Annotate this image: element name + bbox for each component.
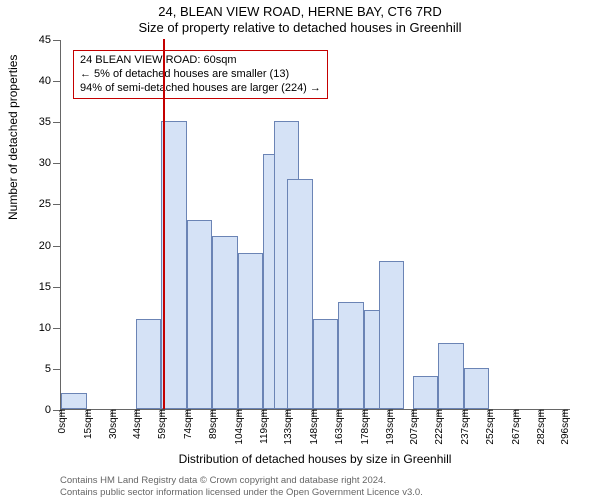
histogram-bar	[438, 343, 464, 409]
x-tick-label: 44sqm	[132, 409, 143, 439]
histogram-bar	[287, 179, 313, 409]
histogram-bar	[313, 319, 339, 409]
y-tick-label: 15	[39, 281, 51, 293]
histogram-bar	[61, 393, 87, 409]
y-tick	[53, 328, 61, 329]
x-tick-label: 30sqm	[108, 409, 119, 439]
x-axis-label: Distribution of detached houses by size …	[60, 452, 570, 466]
x-tick-label: 89sqm	[208, 409, 219, 439]
histogram-bar	[238, 253, 264, 409]
x-tick-label: 296sqm	[560, 409, 571, 445]
y-tick	[53, 369, 61, 370]
histogram-bar	[413, 376, 439, 409]
y-tick-label: 30	[39, 157, 51, 169]
histogram-bar	[187, 220, 213, 409]
y-tick	[53, 81, 61, 82]
x-tick-label: 74sqm	[183, 409, 194, 439]
y-tick-label: 10	[39, 322, 51, 334]
x-tick-label: 148sqm	[309, 409, 320, 445]
x-tick-label: 207sqm	[409, 409, 420, 445]
attribution-line-1: Contains HM Land Registry data © Crown c…	[60, 475, 590, 486]
y-tick-label: 45	[39, 34, 51, 46]
y-tick	[53, 122, 61, 123]
y-tick-label: 5	[45, 363, 51, 375]
reference-line	[163, 39, 165, 409]
y-tick	[53, 163, 61, 164]
y-tick-label: 25	[39, 198, 51, 210]
y-tick	[53, 246, 61, 247]
attribution-line-2: Contains public sector information licen…	[60, 487, 590, 498]
y-tick-label: 40	[39, 75, 51, 87]
info-line-1: 24 BLEAN VIEW ROAD: 60sqm	[80, 54, 321, 68]
histogram-bar	[161, 121, 187, 409]
chart-title-sub: Size of property relative to detached ho…	[0, 20, 600, 35]
y-axis-label: Number of detached properties	[6, 55, 20, 220]
x-tick-label: 119sqm	[259, 409, 270, 444]
x-tick-label: 163sqm	[334, 409, 345, 445]
x-tick-label: 252sqm	[485, 409, 496, 445]
histogram-bar	[464, 368, 490, 409]
x-tick-label: 0sqm	[57, 409, 68, 433]
x-tick-label: 193sqm	[385, 409, 396, 445]
info-line-2: ← 5% of detached houses are smaller (13)	[80, 68, 321, 82]
y-tick-label: 35	[39, 116, 51, 128]
info-annotation-box: 24 BLEAN VIEW ROAD: 60sqm ← 5% of detach…	[73, 50, 328, 99]
y-tick	[53, 40, 61, 41]
chart-container: 24, BLEAN VIEW ROAD, HERNE BAY, CT6 7RD …	[0, 0, 600, 500]
x-tick-label: 59sqm	[157, 409, 168, 439]
histogram-bar	[338, 302, 364, 409]
histogram-bar	[212, 236, 238, 409]
x-tick-label: 104sqm	[234, 409, 245, 445]
histogram-bar	[379, 261, 405, 409]
x-tick-label: 237sqm	[460, 409, 471, 445]
y-tick-label: 0	[45, 404, 51, 416]
x-tick-label: 282sqm	[536, 409, 547, 445]
x-tick-label: 178sqm	[360, 409, 371, 445]
histogram-bar	[136, 319, 162, 409]
attribution-text: Contains HM Land Registry data © Crown c…	[60, 475, 590, 498]
chart-title-main: 24, BLEAN VIEW ROAD, HERNE BAY, CT6 7RD	[0, 4, 600, 19]
plot-area: 24 BLEAN VIEW ROAD: 60sqm ← 5% of detach…	[60, 40, 570, 410]
y-tick-label: 20	[39, 240, 51, 252]
y-tick	[53, 204, 61, 205]
x-tick-label: 133sqm	[283, 409, 294, 445]
x-tick-label: 267sqm	[511, 409, 522, 445]
y-tick	[53, 287, 61, 288]
x-tick-label: 222sqm	[434, 409, 445, 445]
info-line-3: 94% of semi-detached houses are larger (…	[80, 82, 321, 96]
x-tick-label: 15sqm	[83, 409, 94, 439]
